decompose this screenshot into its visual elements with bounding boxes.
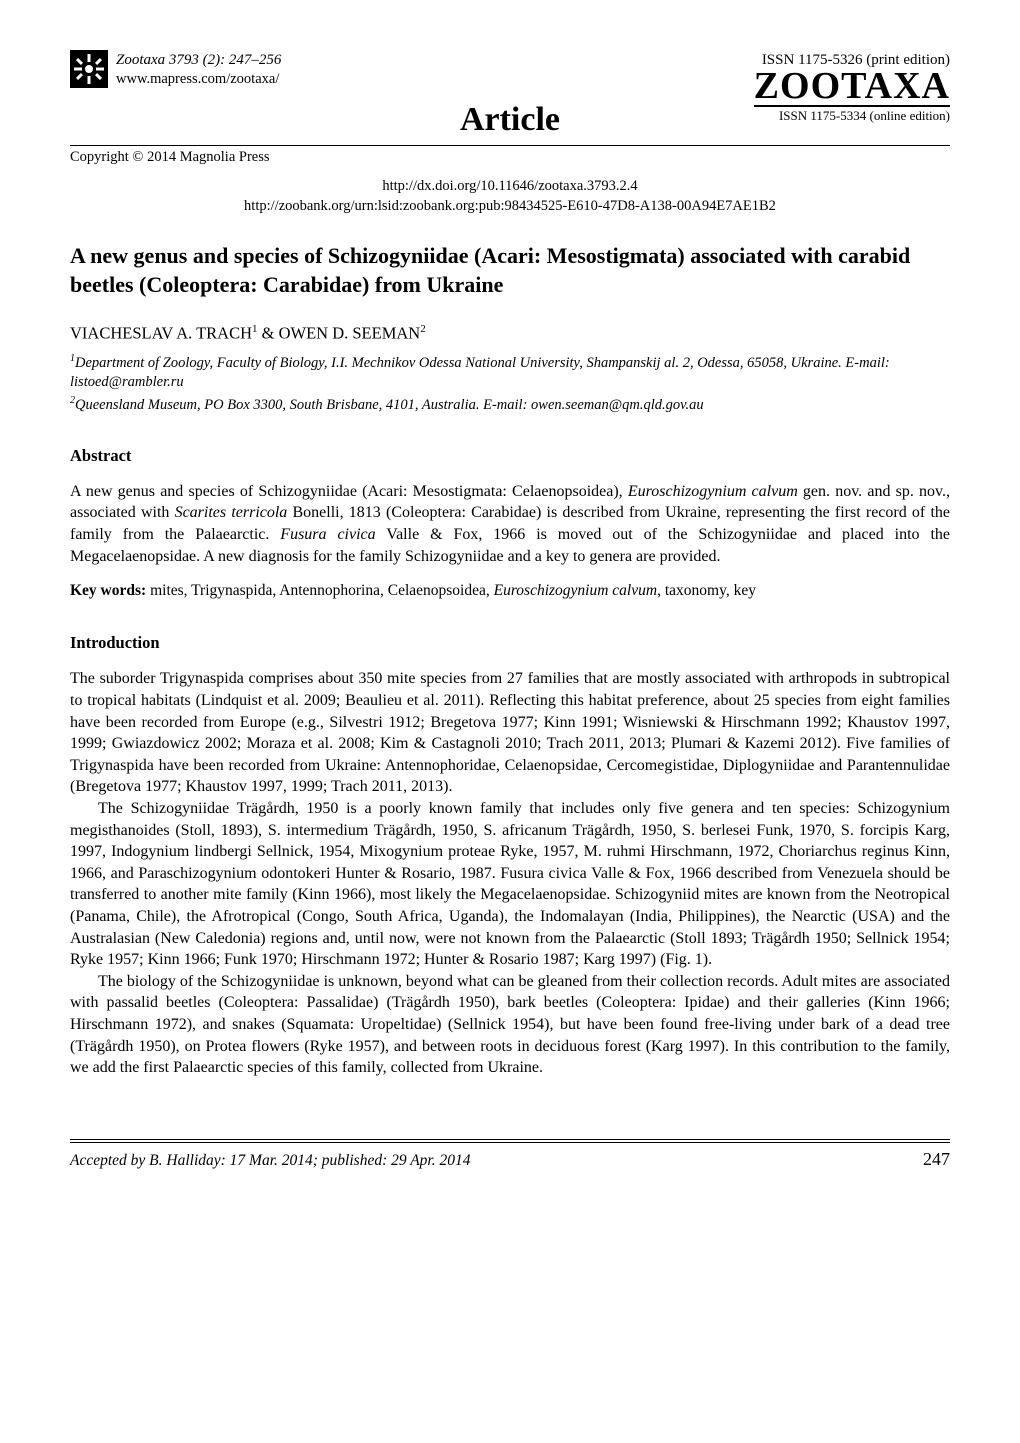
- keywords-label: Key words:: [70, 582, 146, 599]
- journal-brand: ZOOTAXA: [754, 68, 950, 104]
- paper-title: A new genus and species of Schizogyniida…: [70, 242, 950, 299]
- journal-volume: Zootaxa 3793 (2): 247–256: [116, 50, 281, 70]
- author-1: VIACHESLAV A. TRACH: [70, 323, 252, 342]
- affil-1-text: Department of Zoology, Faculty of Biolog…: [70, 355, 890, 390]
- affiliation-2: 2Queensland Museum, PO Box 3300, South B…: [70, 394, 950, 415]
- journal-url[interactable]: www.mapress.com/zootaxa/: [116, 70, 281, 90]
- keywords-text-post: , taxonomy, key: [657, 582, 756, 599]
- header-left: Zootaxa 3793 (2): 247–256 www.mapress.co…: [70, 50, 281, 90]
- journal-meta: Zootaxa 3793 (2): 247–256 www.mapress.co…: [116, 50, 281, 90]
- introduction-heading: Introduction: [70, 632, 950, 654]
- intro-p2: The Schizogyniidae Trägårdh, 1950 is a p…: [70, 798, 950, 971]
- author-separator: &: [258, 323, 279, 342]
- authors: VIACHESLAV A. TRACH1 & OWEN D. SEEMAN2: [70, 322, 950, 345]
- doi-link[interactable]: http://dx.doi.org/10.11646/zootaxa.3793.…: [70, 177, 950, 197]
- footer-rule: [70, 1139, 950, 1140]
- header-right: ISSN 1175-5326 (print edition) ZOOTAXA I…: [754, 50, 950, 125]
- zoobank-link[interactable]: http://zoobank.org/urn:lsid:zoobank.org:…: [70, 197, 950, 217]
- author-2-affil-sup: 2: [420, 323, 426, 335]
- copyright-row: Copyright © 2014 Magnolia Press: [70, 145, 950, 168]
- abstract-text: A new genus and species of Schizogyniida…: [70, 481, 950, 567]
- accepted-published: Accepted by B. Halliday: 17 Mar. 2014; p…: [70, 1151, 471, 1172]
- affiliation-1: 1Department of Zoology, Faculty of Biolo…: [70, 352, 950, 392]
- author-2: OWEN D. SEEMAN: [279, 323, 421, 342]
- keywords-species: Euroschizogynium calvum: [494, 582, 657, 599]
- affil-2-text: Queensland Museum, PO Box 3300, South Br…: [75, 397, 704, 413]
- doi-block: http://dx.doi.org/10.11646/zootaxa.3793.…: [70, 177, 950, 216]
- journal-logo-icon: [70, 50, 108, 88]
- intro-p3: The biology of the Schizogyniidae is unk…: [70, 971, 950, 1079]
- page-number: 247: [923, 1147, 950, 1171]
- intro-p1: The suborder Trigynaspida comprises abou…: [70, 668, 950, 798]
- keywords-text-pre: mites, Trigynaspida, Antennophorina, Cel…: [146, 582, 493, 599]
- abstract-heading: Abstract: [70, 445, 950, 467]
- keywords: Key words: mites, Trigynaspida, Antennop…: [70, 581, 950, 602]
- copyright: Copyright © 2014 Magnolia Press: [70, 148, 270, 168]
- footer: Accepted by B. Halliday: 17 Mar. 2014; p…: [70, 1143, 950, 1172]
- issn-online: ISSN 1175-5334 (online edition): [754, 107, 950, 125]
